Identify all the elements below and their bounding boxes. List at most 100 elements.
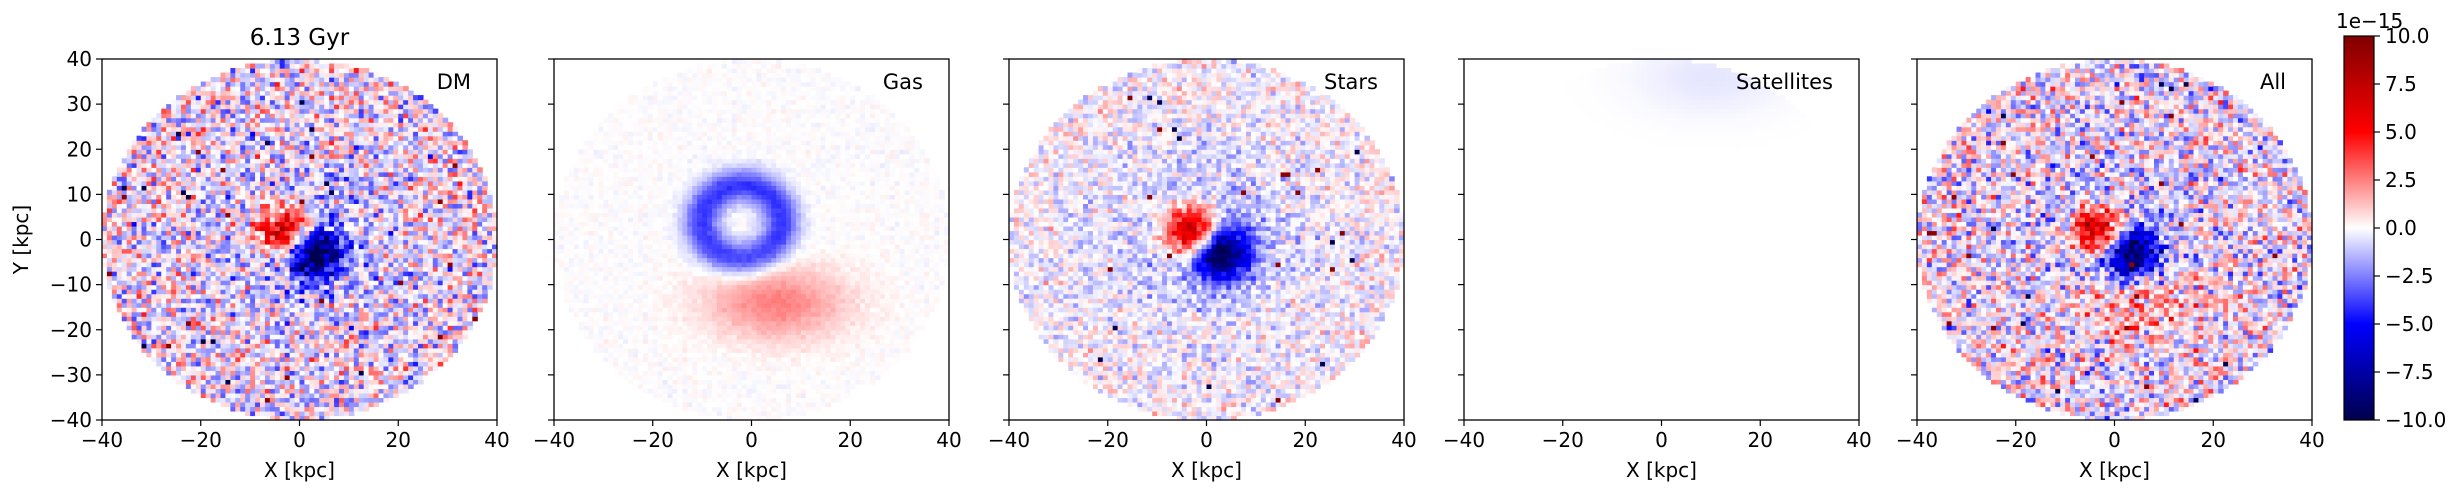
heatmap-cell <box>334 172 340 177</box>
heatmap-cell <box>408 91 414 96</box>
heatmap-cell <box>408 131 414 136</box>
heatmap-cell <box>245 253 251 258</box>
heatmap-cell <box>369 352 375 357</box>
heatmap-cell <box>240 294 246 299</box>
heatmap-cell <box>418 136 424 141</box>
heatmap-cell <box>117 280 123 285</box>
heatmap-cell <box>418 334 424 339</box>
heatmap-cell <box>314 361 320 366</box>
heatmap-cell <box>393 352 399 357</box>
heatmap-cell <box>319 199 325 204</box>
heatmap-cell <box>369 244 375 249</box>
heatmap-cell <box>324 226 330 231</box>
heatmap-cell <box>319 294 325 299</box>
heatmap-cell <box>369 240 375 245</box>
heatmap-cell <box>176 370 182 375</box>
heatmap-cell <box>418 316 424 321</box>
heatmap-cell <box>423 167 429 172</box>
heatmap-cell <box>374 118 380 123</box>
heatmap-cell <box>388 307 394 312</box>
heatmap-cell <box>319 352 325 357</box>
heatmap-cell <box>443 154 449 159</box>
heatmap-cell <box>393 262 399 267</box>
heatmap-cell <box>127 258 133 263</box>
heatmap-cell <box>374 140 380 145</box>
heatmap-cell <box>354 199 360 204</box>
heatmap-cell <box>428 217 434 222</box>
heatmap-cell <box>374 217 380 222</box>
heatmap-cell <box>171 361 177 366</box>
heatmap-cell <box>260 361 266 366</box>
heatmap-cell <box>324 131 330 136</box>
heatmap-cell <box>230 303 236 308</box>
heatmap-cell <box>304 307 310 312</box>
heatmap-cell <box>211 163 217 168</box>
heatmap-cell <box>369 285 375 290</box>
heatmap-cell <box>270 253 276 258</box>
heatmap-cell <box>201 100 207 105</box>
heatmap-cell <box>122 258 128 263</box>
heatmap-cell <box>403 388 409 393</box>
heatmap-cell <box>428 122 434 127</box>
heatmap-cell <box>255 221 261 226</box>
heatmap-cell <box>142 276 148 281</box>
heatmap-cell <box>443 131 449 136</box>
heatmap-cell <box>176 366 182 371</box>
heatmap-cell <box>448 276 454 281</box>
heatmap-cell <box>388 312 394 317</box>
heatmap-cell <box>364 221 370 226</box>
heatmap-cell <box>418 298 424 303</box>
heatmap-cell <box>216 267 222 272</box>
heatmap-cell <box>379 194 385 199</box>
heatmap-cell <box>142 321 148 326</box>
heatmap-cell <box>379 163 385 168</box>
heatmap-cell <box>309 208 315 213</box>
heatmap-cell <box>112 194 118 199</box>
heatmap-cell <box>285 59 291 64</box>
heatmap-cell <box>265 249 271 254</box>
heatmap-cell <box>151 221 157 226</box>
heatmap-cell <box>206 357 212 362</box>
heatmap-cell <box>255 235 261 240</box>
heatmap-cell <box>201 212 207 217</box>
heatmap-cell <box>383 77 389 82</box>
heatmap-cell <box>418 221 424 226</box>
heatmap-cell <box>156 334 162 339</box>
heatmap-cell <box>142 240 148 245</box>
heatmap-cell <box>221 203 227 208</box>
heatmap-cell <box>285 68 291 73</box>
heatmap-cell <box>127 163 133 168</box>
heatmap-cell <box>314 64 320 69</box>
heatmap-cell <box>383 303 389 308</box>
heatmap-cell <box>329 312 335 317</box>
heatmap-cell <box>364 145 370 150</box>
heatmap-cell <box>300 59 306 64</box>
heatmap-cell <box>364 330 370 335</box>
heatmap-cell <box>304 357 310 362</box>
heatmap-cell <box>462 325 468 330</box>
heatmap-cell <box>255 118 261 123</box>
heatmap-cell <box>354 127 360 132</box>
heatmap-cell <box>137 249 143 254</box>
heatmap-cell <box>127 307 133 312</box>
heatmap-cell <box>309 226 315 231</box>
heatmap-cell <box>443 294 449 299</box>
heatmap-cell <box>359 208 365 213</box>
heatmap-cell <box>112 217 118 222</box>
heatmap-cell <box>112 185 118 190</box>
heatmap-cell <box>142 172 148 177</box>
heatmap-cell <box>398 122 404 127</box>
heatmap-cell <box>285 316 291 321</box>
heatmap-cell <box>443 208 449 213</box>
heatmap-cell <box>191 348 197 353</box>
heatmap-cell <box>290 321 296 326</box>
heatmap-cell <box>472 199 478 204</box>
heatmap-cell <box>423 172 429 177</box>
heatmap-cell <box>314 402 320 407</box>
heatmap-cell <box>132 163 138 168</box>
heatmap-cell <box>309 393 315 398</box>
heatmap-cell <box>186 334 192 339</box>
heatmap-cell <box>443 352 449 357</box>
heatmap-cell <box>344 172 350 177</box>
heatmap-cell <box>388 158 394 163</box>
